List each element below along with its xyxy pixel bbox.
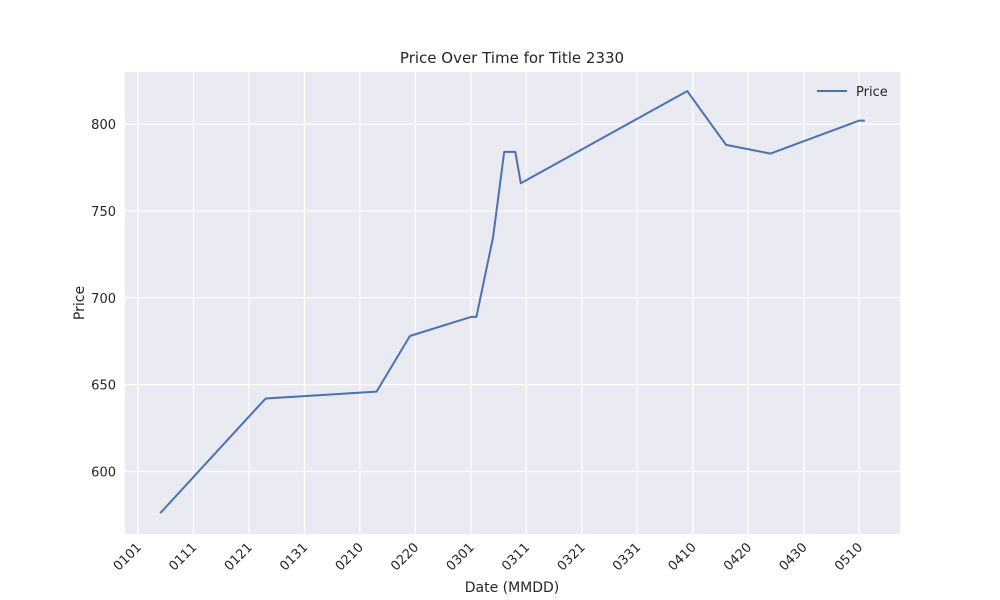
x-tick-labels: 0101 0111 0121 0131 0210 0220 0301 0311 0321 0331… xyxy=(111,540,866,574)
x-axis-label: Date (MMDD) xyxy=(465,580,560,596)
y-tick-label: 600 xyxy=(91,465,116,480)
x-tick-label: 0101 xyxy=(111,540,145,574)
price-series-line xyxy=(159,90,865,514)
x-tick-label: 0321 xyxy=(555,540,589,574)
y-tick-label: 750 xyxy=(91,205,116,220)
y-tick-labels: 600 650 700 750 800 xyxy=(91,118,116,480)
x-tick-label: 0210 xyxy=(333,540,367,574)
y-tick-label: 650 xyxy=(91,379,116,394)
x-tick-label: 0420 xyxy=(721,540,755,574)
x-tick-label: 0301 xyxy=(444,540,478,574)
plot-area xyxy=(125,72,900,534)
legend-label: Price xyxy=(856,85,888,100)
x-tick-label: 0410 xyxy=(666,540,700,574)
x-tick-label: 0131 xyxy=(277,540,311,574)
chart-title: Price Over Time for Title 2330 xyxy=(400,49,624,67)
y-axis-label: Price xyxy=(72,286,88,320)
x-tick-label: 0311 xyxy=(499,540,533,574)
x-tick-label: 0510 xyxy=(832,540,866,574)
x-tick-label: 0220 xyxy=(388,540,422,574)
y-gridlines xyxy=(125,123,900,473)
y-tick-label: 700 xyxy=(91,292,116,307)
x-tick-label: 0121 xyxy=(222,540,256,574)
legend: Price xyxy=(817,85,888,100)
x-tick-label: 0430 xyxy=(777,540,811,574)
x-tick-label: 0331 xyxy=(610,540,644,574)
y-tick-label: 800 xyxy=(91,118,116,133)
x-tick-label: 0111 xyxy=(166,540,200,574)
